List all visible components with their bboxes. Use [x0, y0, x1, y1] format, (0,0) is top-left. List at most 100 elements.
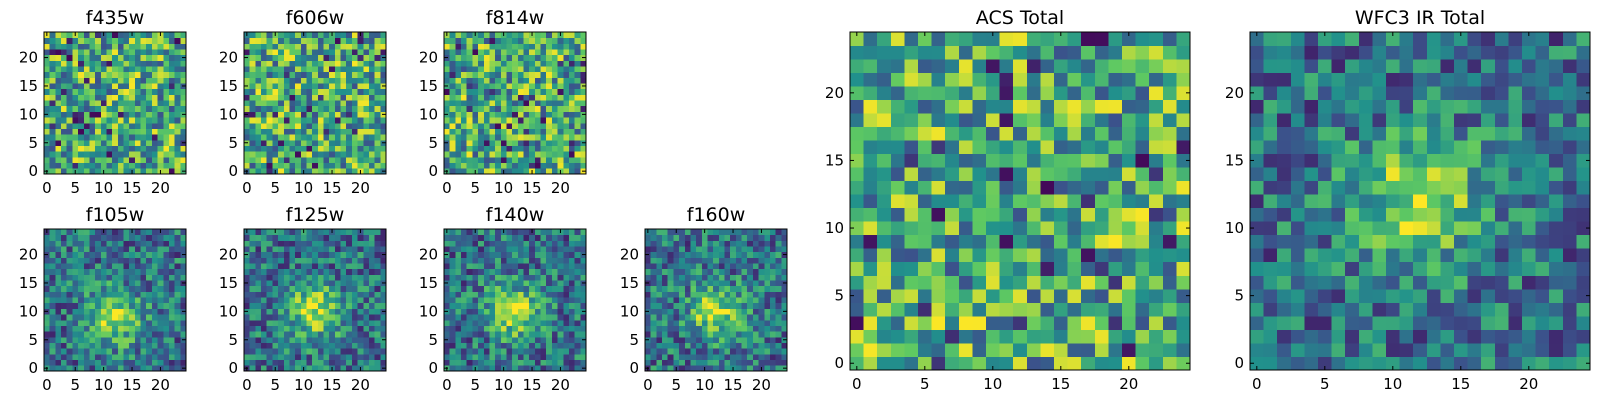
- heatmap-cell: [329, 263, 336, 270]
- heatmap-cell: [1081, 261, 1096, 276]
- heatmap-cell: [461, 229, 468, 236]
- heatmap-cell: [266, 71, 273, 78]
- heatmap-cell: [972, 342, 987, 357]
- heatmap-cell: [283, 240, 290, 247]
- heatmap-cell: [117, 32, 124, 39]
- heatmap-cell: [999, 342, 1014, 357]
- heatmap-cell: [517, 54, 524, 61]
- heatmap-cell: [123, 77, 130, 84]
- heatmap-cell: [904, 275, 919, 290]
- heatmap-cell: [495, 94, 502, 101]
- heatmap-cell: [61, 37, 68, 44]
- heatmap-cell: [645, 314, 652, 321]
- heatmap-cell: [483, 285, 490, 292]
- heatmap-cell: [466, 77, 473, 84]
- heatmap-cell: [83, 139, 90, 146]
- heatmap-cell: [117, 308, 124, 315]
- heatmap-cell: [151, 268, 158, 275]
- heatmap-cell: [180, 66, 187, 73]
- heatmap-cell: [346, 122, 353, 129]
- heatmap-cell: [650, 297, 657, 304]
- heatmap-cell: [129, 291, 136, 298]
- heatmap-cell: [551, 156, 558, 164]
- heatmap-cell: [146, 122, 153, 129]
- heatmap-cell: [781, 285, 788, 292]
- heatmap-cell: [346, 331, 353, 338]
- heatmap-cell: [718, 234, 725, 241]
- heatmap-cell: [707, 302, 714, 309]
- heatmap-cell: [466, 156, 473, 164]
- heatmap-cell: [261, 274, 268, 281]
- heatmap-cell: [78, 359, 85, 366]
- heatmap-cell: [1108, 288, 1123, 303]
- heatmap-cell: [690, 285, 697, 292]
- axes-frame: [443, 31, 587, 175]
- heatmap-cell: [1026, 221, 1041, 236]
- heatmap-cell: [340, 274, 347, 281]
- heatmap-cell: [272, 314, 279, 321]
- heatmap-cell: [106, 77, 113, 84]
- heatmap-cell: [512, 336, 519, 343]
- heatmap-cell: [106, 257, 113, 264]
- heatmap-cell: [244, 77, 251, 84]
- heatmap-cell: [769, 348, 777, 355]
- heatmap-cell: [368, 134, 376, 141]
- heatmap-cell: [112, 319, 119, 326]
- heatmap-cell: [752, 229, 759, 236]
- heatmap-cell: [551, 240, 558, 247]
- heatmap-cell: [112, 274, 119, 281]
- heatmap-cell: [529, 145, 536, 152]
- heatmap-cell: [346, 359, 353, 366]
- heatmap-cell: [61, 100, 68, 107]
- heatmap-cell: [255, 314, 262, 321]
- heatmap-cell: [781, 314, 788, 321]
- heatmap-cell: [83, 291, 90, 298]
- heatmap-cell: [283, 263, 290, 270]
- heatmap-cell: [472, 83, 479, 90]
- heatmap-cell: [49, 49, 56, 56]
- heatmap-cell: [540, 37, 547, 44]
- heatmap-cell: [444, 246, 451, 253]
- heatmap-cell: [958, 261, 973, 276]
- heatmap-cell: [656, 365, 663, 372]
- heatmap-cell: [735, 274, 742, 281]
- heatmap-cell: [466, 336, 473, 343]
- heatmap-cell: [112, 122, 119, 129]
- heatmap-cell: [563, 336, 570, 343]
- heatmap-cell: [1122, 194, 1136, 209]
- heatmap-cell: [478, 348, 485, 355]
- heatmap-cell: [180, 156, 187, 164]
- heatmap-cell: [123, 325, 130, 332]
- heatmap-cell: [255, 308, 262, 315]
- heatmap-cell: [850, 167, 864, 182]
- heatmap-cell: [146, 77, 153, 84]
- heatmap-cell: [146, 60, 153, 67]
- heatmap-cell: [123, 117, 130, 124]
- heatmap-cell: [272, 139, 279, 146]
- heatmap-cell: [679, 342, 686, 349]
- heatmap-cell: [61, 162, 68, 169]
- heatmap-cell: [455, 240, 462, 247]
- heatmap-cell: [551, 308, 558, 315]
- heatmap-cell: [306, 353, 313, 361]
- heatmap-cell: [83, 319, 90, 326]
- heatmap-cell: [769, 246, 777, 253]
- heatmap-cell: [323, 111, 330, 118]
- heatmap-cell: [334, 49, 341, 56]
- heatmap-cell: [472, 43, 479, 50]
- heatmap-cell: [747, 308, 754, 315]
- heatmap-cell: [1054, 261, 1068, 276]
- heatmap-cell: [690, 353, 697, 361]
- heatmap-cell: [89, 105, 96, 112]
- heatmap-cell: [696, 314, 703, 321]
- heatmap-cell: [368, 162, 376, 169]
- heatmap-cell: [168, 43, 176, 50]
- heatmap-cell: [540, 145, 547, 152]
- heatmap-cell: [517, 145, 524, 152]
- heatmap-cell: [374, 88, 381, 95]
- heatmap-cell: [374, 274, 381, 281]
- heatmap-cell: [534, 263, 541, 270]
- heatmap-cell: [261, 77, 268, 84]
- heatmap-cell: [357, 128, 364, 135]
- heatmap-cell: [506, 257, 513, 264]
